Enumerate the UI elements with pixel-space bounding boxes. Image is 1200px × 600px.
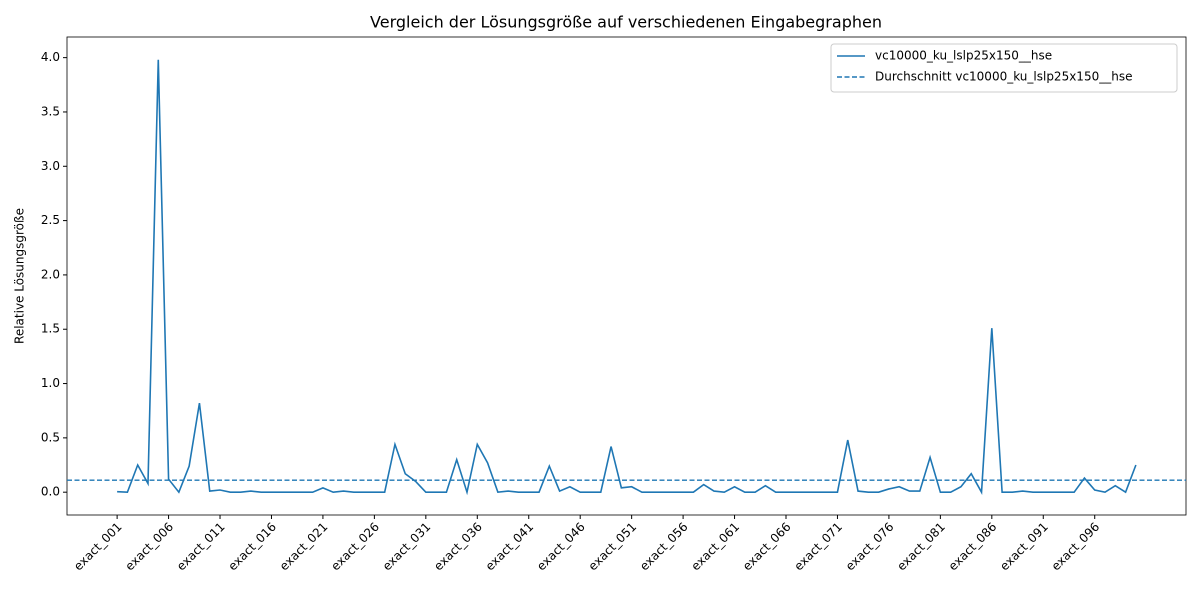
x-tick-label: exact_086 — [946, 520, 1000, 574]
y-tick-label: 0.0 — [41, 485, 60, 499]
y-tick-label: 1.5 — [41, 322, 60, 336]
x-tick-label: exact_051 — [586, 520, 640, 574]
x-tick-label: exact_041 — [483, 520, 537, 574]
y-tick-label: 3.0 — [41, 159, 60, 173]
y-tick-label: 4.0 — [41, 50, 60, 64]
x-tick-label: exact_026 — [328, 520, 382, 574]
data-line — [117, 59, 1137, 496]
x-tick-label: exact_021 — [277, 520, 331, 574]
x-tick-label: exact_061 — [689, 520, 743, 574]
x-tick-label: exact_066 — [740, 520, 794, 574]
chart-title: Vergleich der Lösungsgröße auf verschied… — [370, 13, 882, 32]
y-tick-label: 2.0 — [41, 267, 60, 281]
y-tick-label: 1.0 — [41, 376, 60, 390]
x-tick-label: exact_001 — [71, 520, 125, 574]
x-tick-label: exact_006 — [123, 520, 177, 574]
y-tick-label: 0.5 — [41, 430, 60, 444]
x-tick-label: exact_081 — [894, 520, 948, 574]
y-tick-label: 2.5 — [41, 213, 60, 227]
y-axis-label: Relative Lösungsgröße — [13, 208, 27, 344]
x-tick-label: exact_091 — [997, 520, 1051, 574]
legend-label: Durchschnitt vc10000_ku_lslp25x150__hse — [875, 70, 1132, 84]
x-tick-label: exact_011 — [174, 520, 228, 574]
x-tick-label: exact_036 — [431, 520, 485, 574]
x-tick-label: exact_096 — [1049, 520, 1103, 574]
legend-label: vc10000_ku_lslp25x150__hse — [875, 49, 1052, 63]
y-tick-label: 3.5 — [41, 104, 60, 118]
x-tick-label: exact_056 — [637, 520, 691, 574]
x-tick-label: exact_076 — [843, 520, 897, 574]
x-tick-label: exact_031 — [380, 520, 434, 574]
plot-frame — [66, 36, 1187, 516]
x-tick-label: exact_046 — [534, 520, 588, 574]
legend-box — [830, 43, 1178, 93]
x-tick-label: exact_016 — [225, 520, 279, 574]
x-tick-label: exact_071 — [791, 520, 845, 574]
